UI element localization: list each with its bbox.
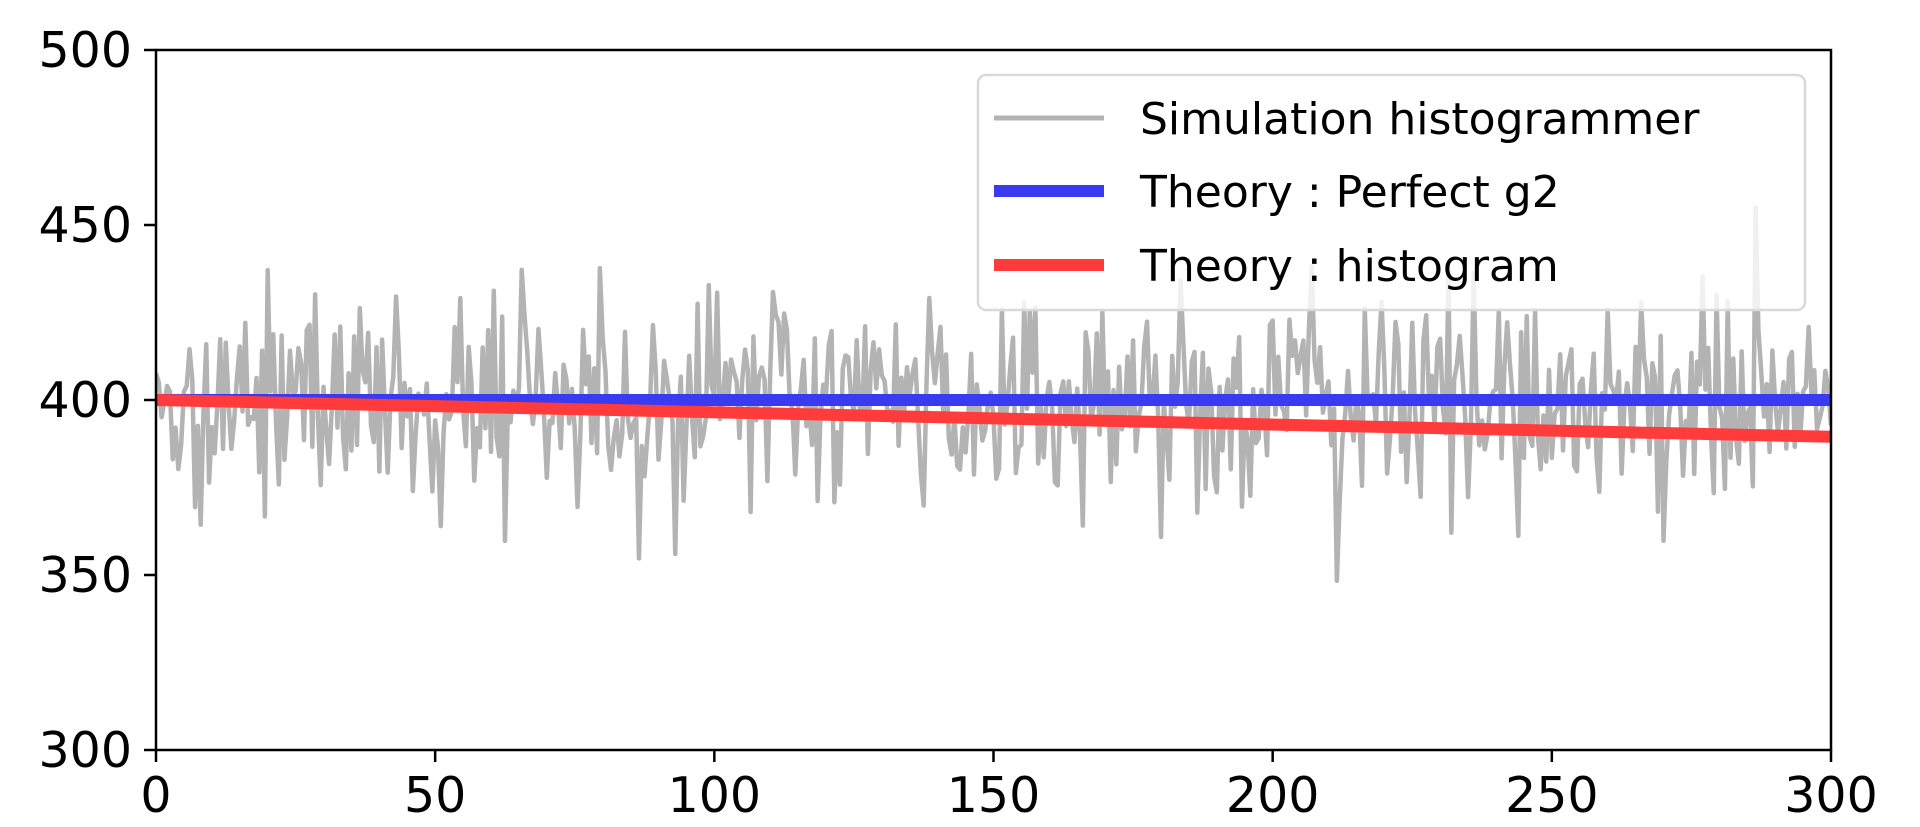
legend-frame (976, 73, 1807, 312)
x-tick-label: 250 (1505, 767, 1599, 824)
x-tick-label: 0 (140, 767, 171, 824)
y-tick-label: 300 (38, 722, 132, 779)
y-tick-label: 400 (38, 372, 132, 429)
y-tick-label: 500 (38, 22, 132, 79)
x-tick-label: 300 (1784, 767, 1878, 824)
x-tick-label: 50 (404, 767, 466, 824)
legend-label: Simulation histogrammer (1140, 94, 1700, 145)
x-tick-label: 200 (1226, 767, 1320, 824)
x-tick-label: 150 (947, 767, 1041, 824)
x-tick-label: 100 (668, 767, 762, 824)
legend-label: Theory : histogram (1139, 241, 1559, 292)
x-axis: 0 50 100 150 200 250 300 (140, 750, 1878, 824)
y-axis: 300 350 400 450 500 (38, 22, 156, 779)
series-layer (156, 205, 1831, 584)
y-tick-label: 350 (38, 547, 132, 604)
series-line-histogram (156, 394, 1831, 443)
legend: Simulation histogrammer Theory : Perfect … (976, 73, 1807, 312)
y-tick-label: 450 (38, 197, 132, 254)
legend-label: Theory : Perfect g2 (1139, 167, 1560, 218)
